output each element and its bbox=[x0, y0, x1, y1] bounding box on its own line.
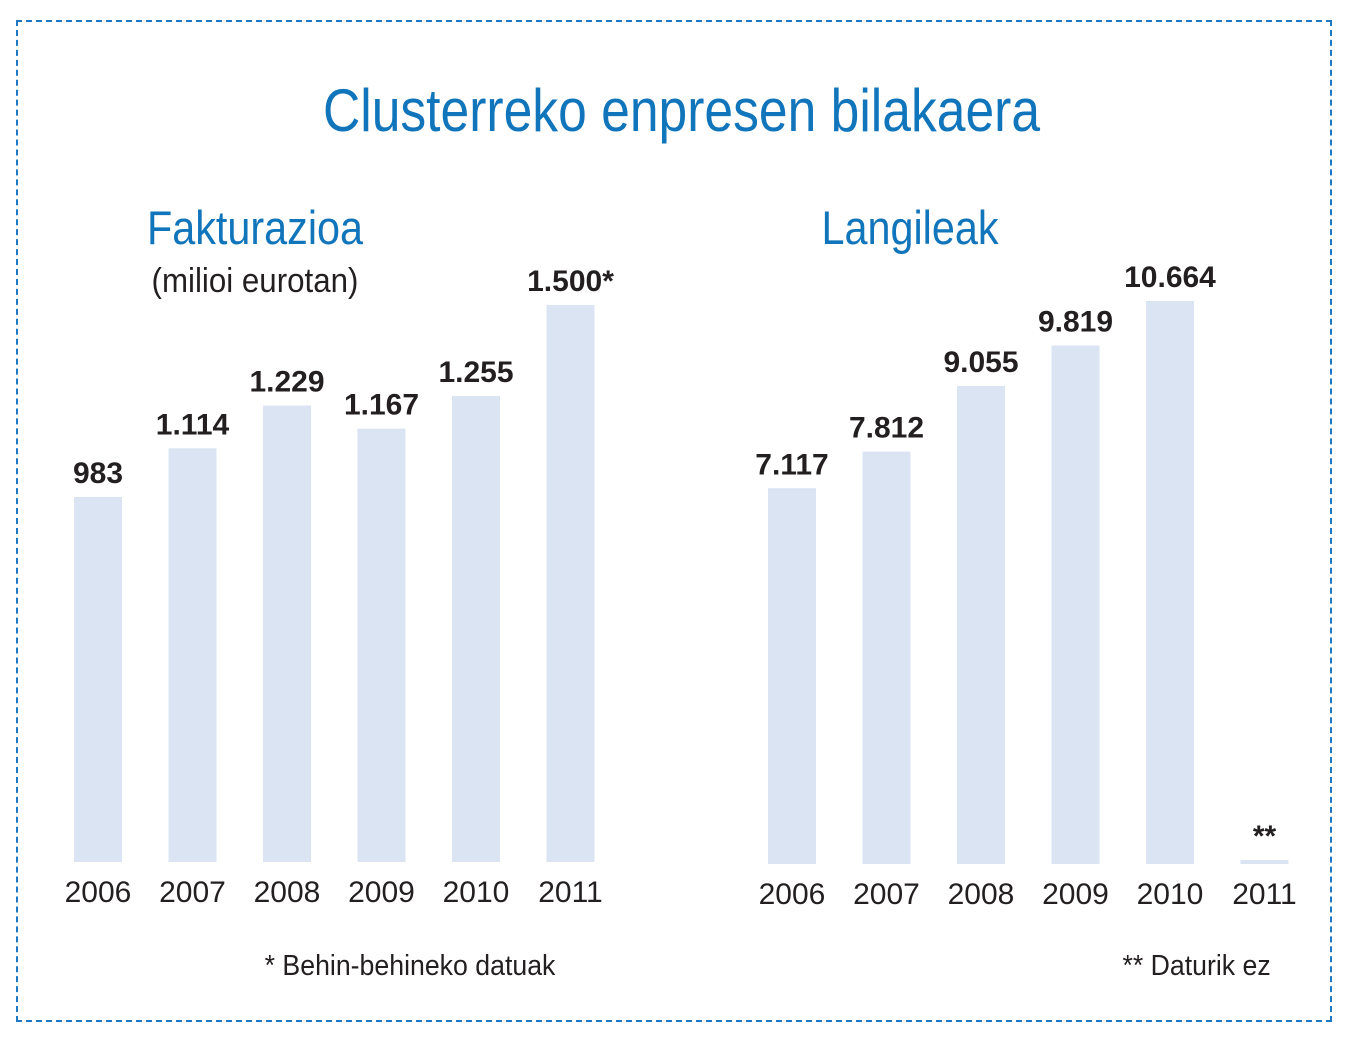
bar-2010 bbox=[452, 395, 500, 862]
category-label-2006: 2006 bbox=[65, 876, 132, 909]
category-label-2010: 2010 bbox=[443, 876, 510, 909]
value-label-2011: 1.500* bbox=[527, 265, 614, 298]
bar-2007 bbox=[862, 451, 911, 864]
value-label-2010: 1.255 bbox=[438, 356, 513, 389]
category-label-2007: 2007 bbox=[159, 876, 226, 909]
value-label-2006: 7.117 bbox=[755, 448, 828, 481]
bar-2006 bbox=[768, 488, 816, 864]
bar-2010 bbox=[1146, 301, 1194, 864]
value-label-2008: 9.055 bbox=[943, 346, 1018, 379]
bar-2009 bbox=[357, 428, 406, 862]
bar-2011 bbox=[546, 305, 595, 862]
value-label-2007: 1.114 bbox=[156, 408, 230, 441]
value-label-2009: 1.167 bbox=[344, 389, 419, 422]
category-label-2011: 2011 bbox=[538, 876, 603, 909]
chart-title-fakturazioa: Fakturazioa bbox=[146, 201, 364, 254]
page-title: Clusterreko enpresen bilakaera bbox=[322, 77, 1041, 144]
value-label-2010: 10.664 bbox=[1124, 261, 1216, 294]
category-label-2006: 2006 bbox=[759, 878, 826, 911]
category-label-2008: 2008 bbox=[254, 876, 321, 909]
value-label-2008: 1.229 bbox=[249, 366, 324, 399]
value-label-2011: ** bbox=[1253, 820, 1277, 853]
value-label-2009: 9.819 bbox=[1038, 306, 1113, 339]
category-label-2011: 2011 bbox=[1232, 878, 1297, 911]
bar-2006 bbox=[74, 496, 122, 862]
value-label-2007: 7.812 bbox=[849, 412, 924, 445]
bar-2007 bbox=[168, 448, 217, 862]
chart-subtitle-units: (milioi eurotan) bbox=[151, 262, 359, 300]
category-label-2009: 2009 bbox=[1042, 878, 1109, 911]
value-label-2006: 983 bbox=[73, 457, 123, 490]
category-label-2010: 2010 bbox=[1137, 878, 1204, 911]
category-label-2008: 2008 bbox=[948, 878, 1015, 911]
chart-title-langileak: Langileak bbox=[821, 201, 999, 254]
chart-frame bbox=[16, 20, 1332, 1022]
category-label-2007: 2007 bbox=[853, 878, 920, 911]
footnote-provisional: * Behin-behineko datuak bbox=[264, 950, 556, 982]
bar-2009 bbox=[1051, 345, 1100, 864]
bar-2008 bbox=[957, 385, 1005, 864]
footnote-no-data: ** Daturik ez bbox=[1122, 950, 1271, 982]
bar-2008 bbox=[263, 405, 311, 862]
bar-2011 bbox=[1240, 860, 1289, 864]
category-label-2009: 2009 bbox=[348, 876, 415, 909]
